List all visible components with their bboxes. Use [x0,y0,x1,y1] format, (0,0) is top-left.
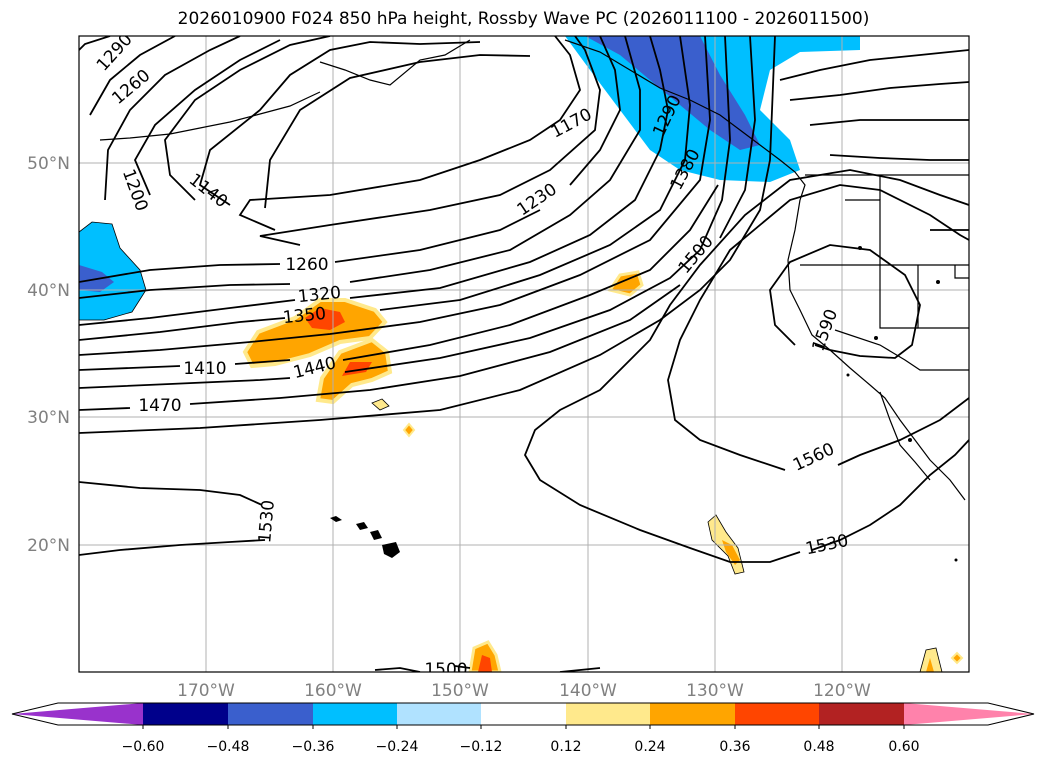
colorbar-segment [143,703,228,725]
colorbar: −0.60 −0.48 −0.36 −0.24 −0.12 0.12 0.24 0.36 0.4… [11,702,1035,755]
colorbar-segment [904,703,1034,725]
colorbar-segments [12,703,1034,725]
map-title: 2026010900 F024 850 hPa height, Rossby W… [177,9,870,29]
colorbar-tick-label: 0.36 [719,739,750,755]
colorbar-segment [650,703,735,725]
colorbar-tick-label: −0.60 [122,739,165,755]
colorbar-segment [481,703,566,725]
latitude-labels: 50°N 40°N 30°N 20°N [27,154,70,556]
colorbar-outline [11,702,1035,726]
contour-label: 1500 [424,660,467,680]
colorbar-segment [228,703,313,725]
colorbar-tick-label: 0.12 [550,739,581,755]
colorbar-tick-label: −0.36 [292,739,335,755]
colorbar-segment [397,703,481,725]
islands [330,246,958,562]
lat-label: 40°N [27,281,70,301]
colorbar-segment [819,703,904,725]
colorbar-segment [566,703,650,725]
lat-label: 50°N [27,154,70,174]
contour-label: 1320 [297,283,342,307]
colorbar-segment [12,703,143,725]
colorbar-segment [313,703,397,725]
colorbar-tick-label: −0.12 [460,739,503,755]
lon-label: 130°W [686,681,744,701]
lon-label: 140°W [559,681,617,701]
lat-label: 20°N [27,536,70,556]
colorbar-tick-label: 0.24 [634,739,665,755]
contour-label: 1470 [138,396,181,416]
colorbar-tick-label: −0.48 [207,739,250,755]
contour-label: 1530 [255,499,279,544]
lon-label: 160°W [304,681,362,701]
contour-label: 1350 [282,304,327,328]
contour-label: 1260 [285,255,328,275]
lon-label: 120°W [813,681,871,701]
colorbar-tick-label: 0.60 [888,739,919,755]
longitude-labels: 170°W 160°W 150°W 140°W 130°W 120°W [177,681,871,701]
colorbar-tick-label: 0.48 [803,739,834,755]
colorbar-segment [735,703,819,725]
lon-label: 150°W [431,681,489,701]
map-plot-area: 1290 1260 1200 1140 1170 1230 1260 1320 … [79,36,969,680]
colorbar-tick-label: −0.24 [376,739,419,755]
colorbar-ticks: −0.60 −0.48 −0.36 −0.24 −0.12 0.12 0.24 0.36 0.4… [122,725,920,755]
plot-border [78,35,970,673]
contour-label: 1410 [183,359,226,379]
graticule [79,36,969,672]
lon-label: 170°W [177,681,235,701]
height-contours [79,36,969,672]
lat-label: 30°N [27,408,70,428]
